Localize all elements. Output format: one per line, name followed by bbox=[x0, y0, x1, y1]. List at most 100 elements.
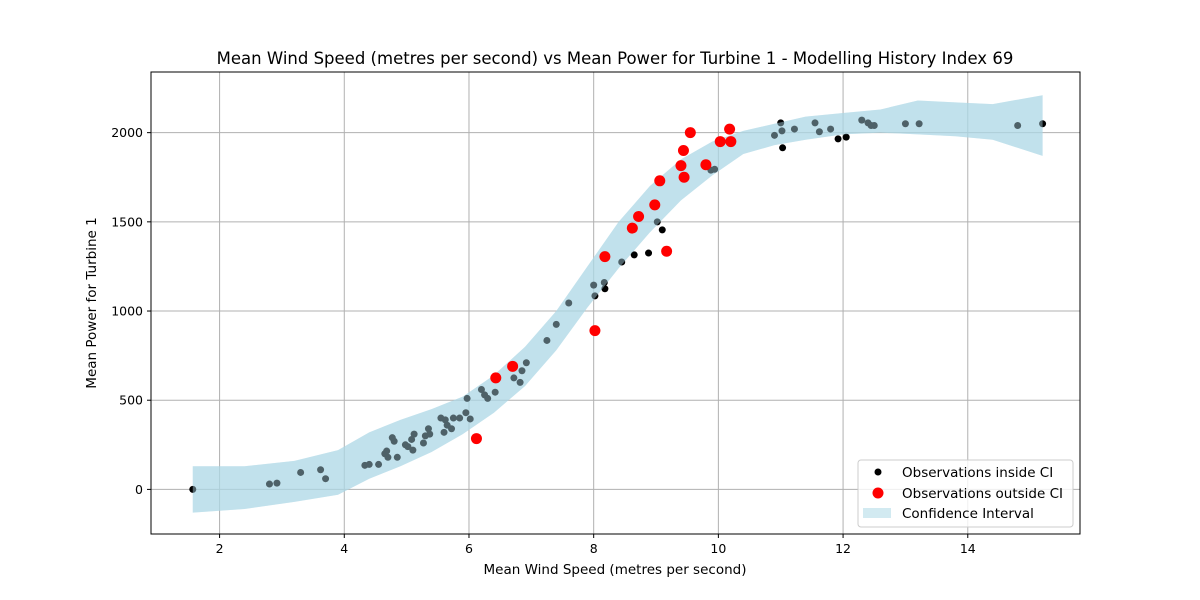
outside-ci-point bbox=[507, 360, 519, 372]
inside-ci-point bbox=[858, 116, 866, 124]
x-tick-label: 12 bbox=[835, 541, 851, 556]
inside-ci-point bbox=[322, 475, 330, 483]
x-tick-label: 4 bbox=[340, 541, 348, 556]
legend-box bbox=[857, 459, 1074, 528]
outside-ci-point bbox=[633, 210, 645, 222]
x-tick-label: 2 bbox=[216, 541, 224, 556]
confidence-interval-band bbox=[192, 95, 1043, 513]
outside-ci-point bbox=[678, 171, 690, 183]
legend-inside-label: Observations inside CI bbox=[902, 465, 1053, 481]
inside-ci-point bbox=[811, 119, 819, 127]
outside-ci-point bbox=[700, 159, 712, 171]
inside-ci-point bbox=[384, 453, 392, 461]
inside-ci-point bbox=[518, 367, 526, 375]
inside-ci-point bbox=[543, 336, 551, 344]
inside-ci-point bbox=[365, 460, 373, 468]
outside-ci-point bbox=[725, 136, 737, 148]
legend-inside-marker bbox=[874, 468, 882, 476]
inside-ci-point bbox=[383, 447, 391, 455]
inside-ci-point bbox=[426, 430, 434, 438]
inside-ci-point bbox=[462, 409, 470, 417]
inside-ci-point bbox=[552, 320, 560, 328]
outside-ci-point bbox=[626, 222, 638, 234]
inside-ci-point bbox=[491, 388, 499, 396]
inside-ci-point bbox=[466, 415, 474, 423]
inside-ci-point bbox=[463, 394, 471, 402]
outside-ci-point bbox=[470, 433, 482, 445]
inside-ci-point bbox=[419, 439, 427, 447]
legend-ci-swatch bbox=[863, 508, 891, 518]
inside-ci-point bbox=[590, 281, 598, 289]
x-tick-label: 14 bbox=[960, 541, 976, 556]
inside-ci-point bbox=[618, 258, 626, 266]
inside-ci-point bbox=[375, 460, 383, 468]
inside-ci-point bbox=[827, 125, 835, 133]
legend-ci-label: Confidence Interval bbox=[902, 506, 1034, 522]
inside-ci-point bbox=[770, 131, 778, 139]
inside-ci-point bbox=[393, 453, 401, 461]
inside-ci-point bbox=[653, 218, 661, 226]
inside-ci-point bbox=[870, 122, 878, 130]
inside-ci-point bbox=[601, 285, 609, 293]
y-tick-label: 500 bbox=[119, 393, 143, 408]
inside-ci-point bbox=[779, 144, 787, 152]
y-tick-label: 1000 bbox=[111, 304, 143, 319]
outside-ci-point bbox=[589, 325, 601, 337]
inside-ci-point bbox=[711, 165, 719, 173]
legend-outside-label: Observations outside CI bbox=[902, 486, 1063, 502]
inside-ci-point bbox=[477, 386, 485, 394]
plot-frame bbox=[150, 71, 1081, 535]
y-tick-label: 2000 bbox=[111, 125, 143, 140]
inside-ci-point bbox=[441, 416, 449, 424]
legend-outside-marker bbox=[872, 487, 884, 499]
inside-ci-point bbox=[915, 120, 923, 128]
inside-ci-point bbox=[410, 430, 418, 438]
y-axis-title: Mean Power for Turbine 1 bbox=[84, 217, 100, 388]
inside-ci-point bbox=[591, 292, 599, 300]
x-tick-label: 8 bbox=[590, 541, 598, 556]
outside-ci-point bbox=[490, 372, 502, 384]
inside-ci-point bbox=[522, 359, 530, 367]
inside-ci-point bbox=[448, 425, 456, 433]
legend: Observations inside CI Observations outs… bbox=[857, 459, 1074, 528]
inside-ci-point bbox=[630, 251, 638, 259]
inside-ci-point bbox=[815, 128, 823, 136]
inside-ci-point bbox=[516, 378, 524, 386]
outside-ci-point bbox=[599, 251, 611, 263]
inside-ci-point bbox=[1039, 120, 1047, 128]
inside-ci-point bbox=[842, 133, 850, 141]
y-axis-ticks: 0 500 1000 1500 2000 bbox=[111, 125, 151, 497]
inside-ci-point bbox=[510, 374, 518, 382]
inside-ci-point bbox=[658, 226, 666, 234]
confidence-interval-area bbox=[192, 95, 1043, 513]
inside-ci-point bbox=[317, 466, 325, 474]
inside-ci-point bbox=[273, 479, 281, 487]
y-tick-label: 1500 bbox=[111, 214, 143, 229]
y-tick-label: 0 bbox=[135, 482, 143, 497]
inside-ci-point bbox=[600, 278, 608, 286]
inside-ci-point bbox=[390, 437, 398, 445]
inside-ci-point bbox=[456, 414, 464, 422]
inside-ci-point bbox=[790, 125, 798, 133]
inside-ci-point bbox=[189, 485, 197, 493]
x-axis-title: Mean Wind Speed (metres per second) bbox=[484, 562, 747, 578]
outside-ci-point bbox=[677, 144, 689, 156]
inside-ci-point bbox=[408, 435, 416, 443]
inside-ci-point bbox=[778, 127, 786, 135]
inside-ci-point bbox=[409, 446, 417, 454]
inside-ci-point bbox=[834, 135, 842, 143]
inside-ci-point bbox=[424, 425, 432, 433]
outside-ci-point bbox=[714, 136, 726, 148]
inside-ci-point bbox=[645, 249, 653, 257]
inside-ci-point bbox=[565, 299, 573, 307]
x-tick-label: 10 bbox=[710, 541, 726, 556]
outside-ci-point bbox=[661, 245, 673, 257]
outside-ci-points bbox=[470, 123, 737, 445]
outside-ci-point bbox=[654, 175, 666, 187]
inside-ci-point bbox=[265, 480, 273, 488]
inside-ci-point bbox=[484, 394, 492, 402]
chart-title: Mean Wind Speed (metres per second) vs M… bbox=[217, 49, 1014, 68]
inside-ci-point bbox=[777, 119, 785, 127]
x-axis-ticks: 2 4 6 8 10 12 14 bbox=[216, 534, 976, 556]
